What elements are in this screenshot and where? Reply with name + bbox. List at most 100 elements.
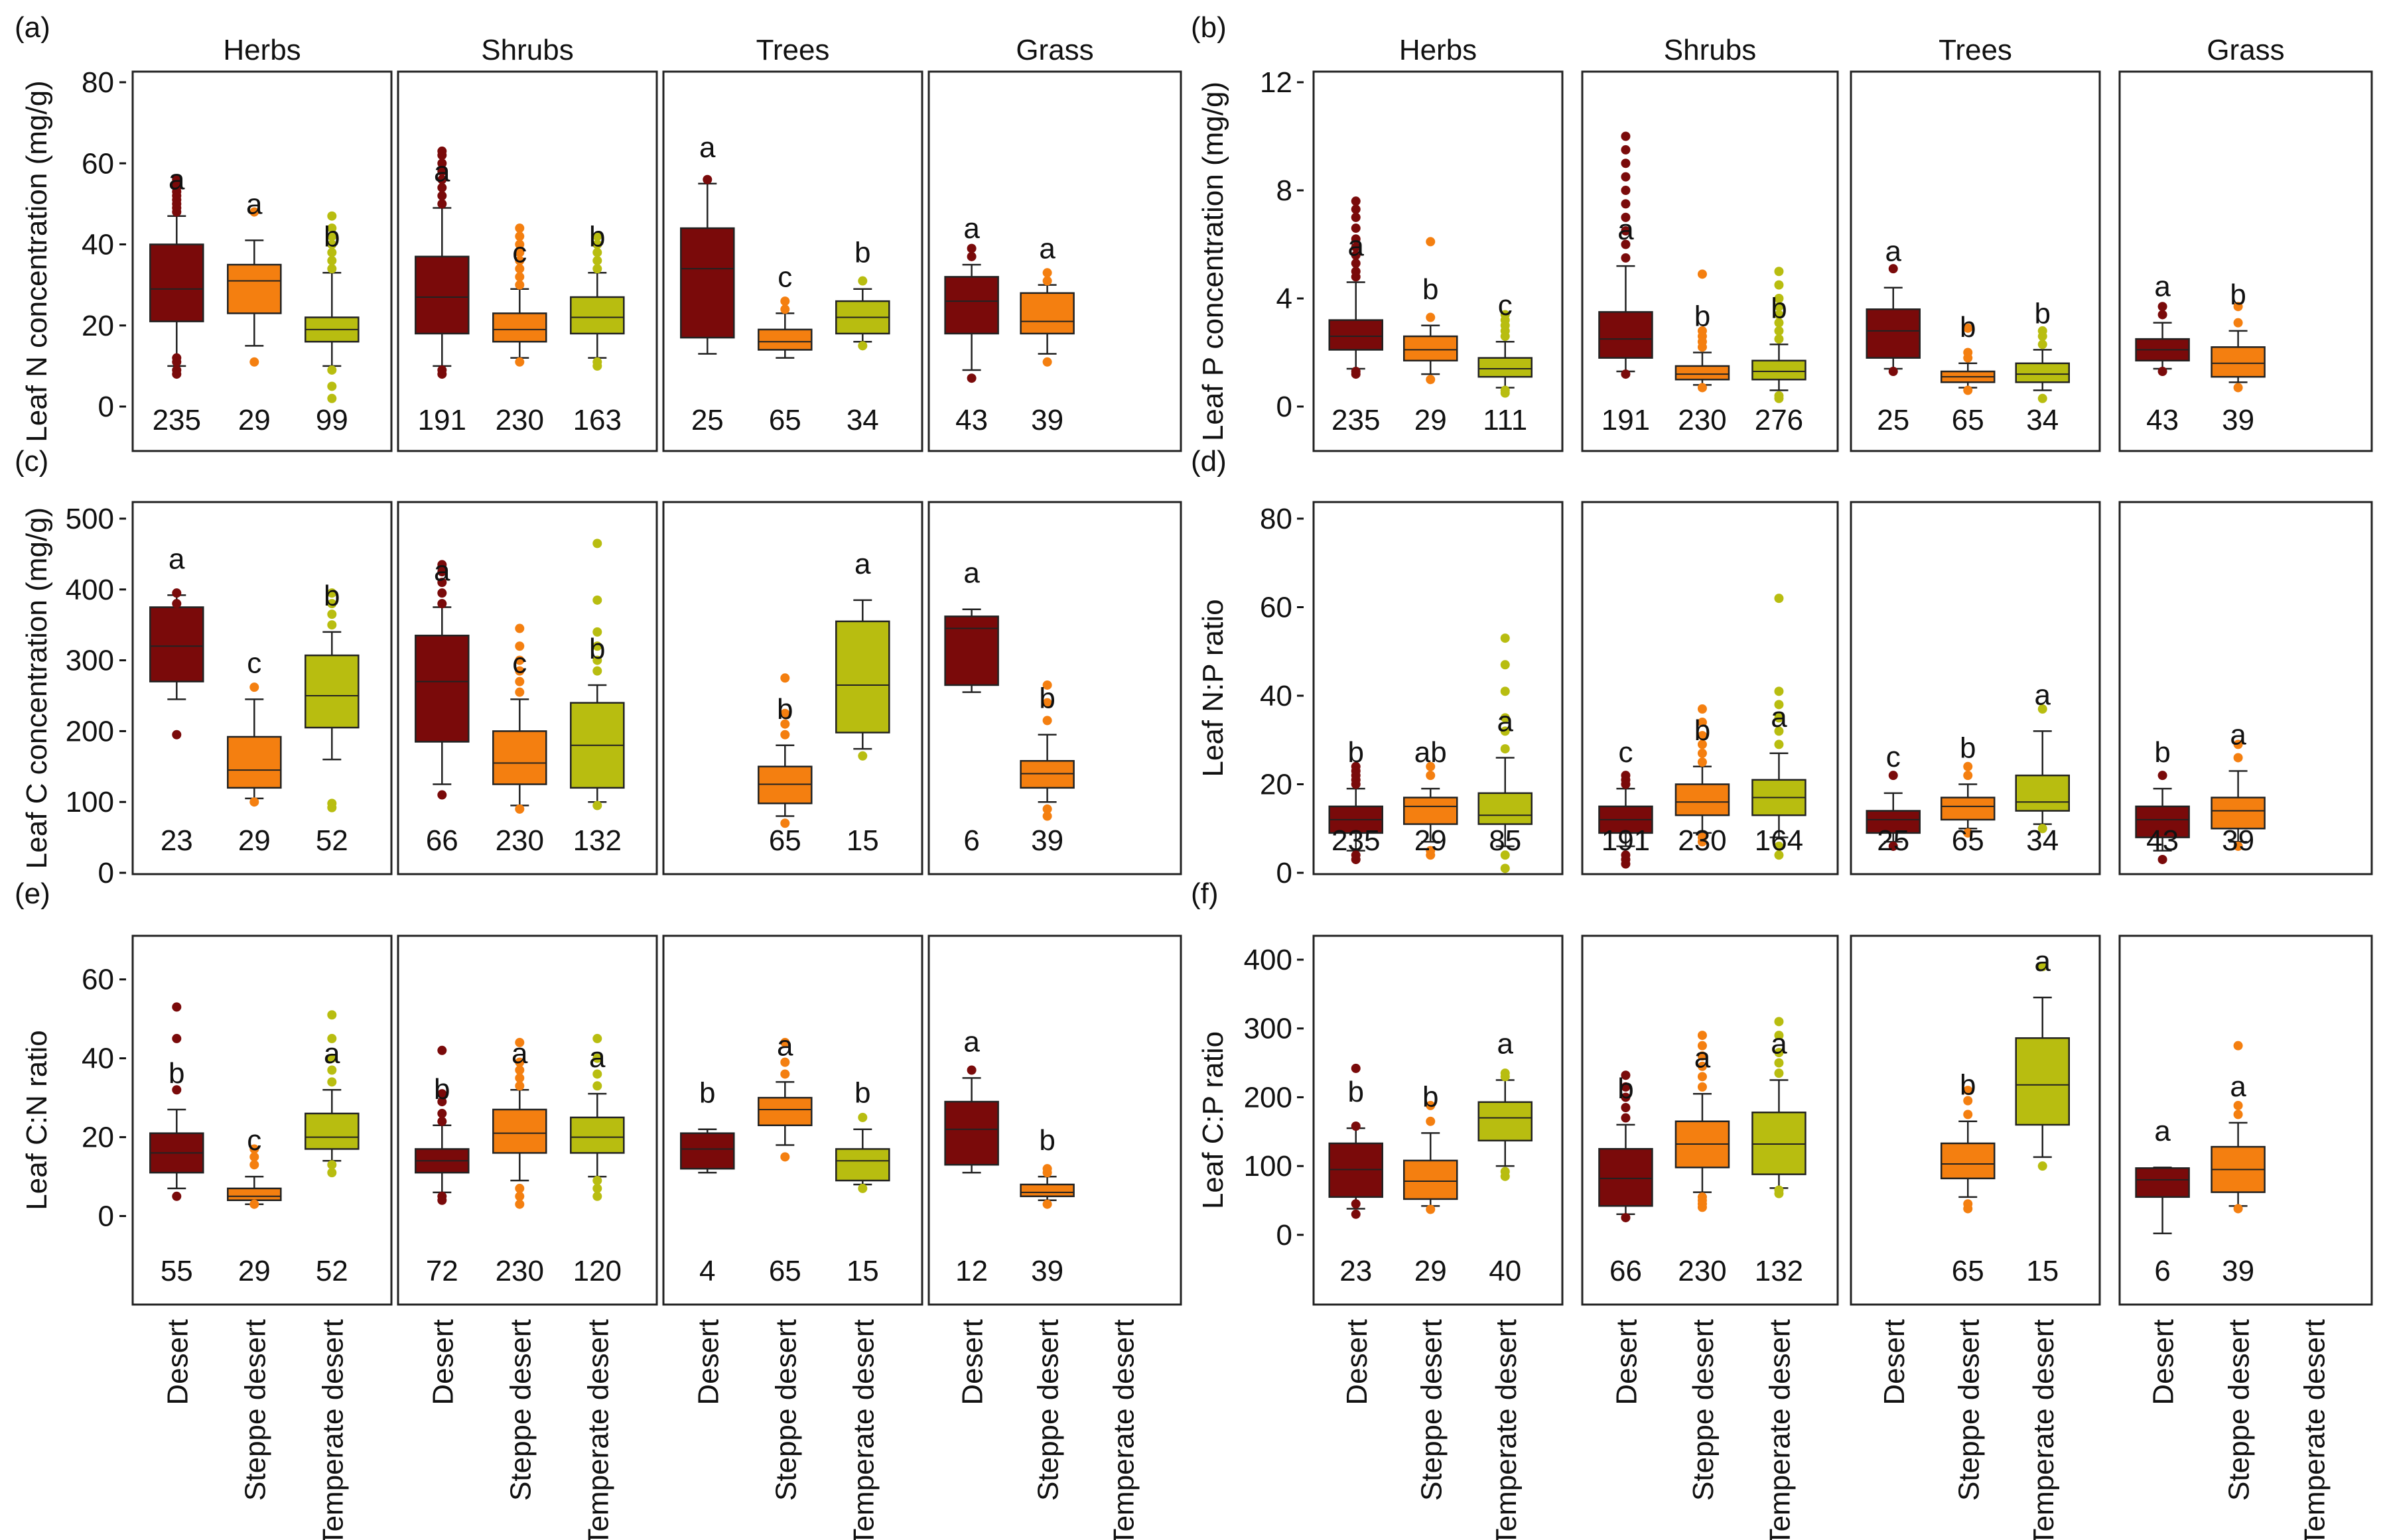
outlier-point (1774, 1068, 1784, 1078)
sample-size: 66 (1609, 1255, 1642, 1287)
x-category-label: Temperate desert (582, 1319, 614, 1540)
outlier-point (1351, 204, 1361, 214)
box-iqr (1751, 359, 1806, 381)
box-iqr (227, 1187, 282, 1201)
outlier-point (327, 264, 337, 274)
outlier-point (437, 1097, 447, 1107)
box-iqr (944, 615, 999, 686)
sample-size: 34 (2026, 404, 2059, 436)
y-tick-label: 0 (1276, 391, 1292, 423)
outlier-point (967, 1065, 977, 1075)
significance-letter: b (1617, 1072, 1633, 1105)
box-iqr (492, 1108, 547, 1154)
outlier-point (1774, 310, 1784, 320)
significance-letter: a (324, 1037, 340, 1070)
box-iqr (1477, 1101, 1533, 1142)
significance-letter: a (854, 548, 871, 580)
outlier-point (1621, 131, 1631, 141)
sample-size: 65 (769, 1255, 801, 1287)
outlier-point (515, 1191, 525, 1201)
outlier-point (967, 243, 977, 253)
facet-frame (397, 934, 658, 1306)
sample-size: 29 (1414, 1255, 1447, 1287)
outlier-point (437, 1191, 447, 1201)
outlier-point (1500, 744, 1510, 754)
significance-letter: c (1618, 736, 1633, 769)
facet-frame (131, 70, 393, 452)
facet-title: Shrubs (481, 34, 573, 66)
outlier-point (2157, 771, 2167, 781)
outlier-point (1697, 1072, 1707, 1082)
outlier-point (515, 687, 525, 697)
facet-frame (2118, 70, 2373, 452)
outlier-point (327, 365, 337, 375)
x-category-label: Desert (161, 1319, 194, 1405)
outlier-point (1963, 761, 1973, 771)
box-iqr (305, 654, 360, 729)
panel-label: (e) (15, 877, 50, 910)
outlier-point (592, 801, 602, 810)
sample-size: 65 (769, 824, 801, 857)
outlier-point (1426, 1116, 1436, 1126)
outlier-point (1351, 250, 1361, 260)
outlier-point (1351, 850, 1361, 860)
outlier-point (1621, 253, 1631, 263)
box-iqr (758, 328, 813, 351)
sample-size: 15 (847, 824, 879, 857)
outlier-point (1621, 172, 1631, 182)
outlier-point (780, 818, 790, 828)
significance-letter: a (1771, 701, 1787, 734)
outlier-point (437, 174, 447, 184)
y-tick-label: 300 (66, 645, 114, 677)
outlier-point (172, 1085, 182, 1095)
outlier-point (592, 247, 602, 257)
outlier-point (780, 1069, 790, 1079)
y-tick-label: 300 (1244, 1013, 1292, 1045)
sample-size: 55 (161, 1255, 193, 1287)
outlier-point (1963, 348, 1973, 357)
outlier-point (1774, 713, 1784, 723)
significance-letter: b (1039, 682, 1055, 715)
outlier-point (1426, 312, 1436, 322)
panel-label: (b) (1191, 11, 1227, 44)
sample-size: 40 (1489, 1255, 1521, 1287)
outlier-point (1774, 294, 1784, 303)
panel-label: (a) (15, 11, 50, 44)
outlier-point (592, 231, 602, 241)
sample-size: 191 (1601, 824, 1650, 857)
outlier-point (1500, 1167, 1510, 1177)
sample-size: 52 (316, 1255, 348, 1287)
outlier-point (1888, 841, 1898, 851)
facet-frame (2118, 934, 2373, 1306)
y-axis-label: Leaf C:N ratio (21, 1030, 53, 1210)
outlier-point (1621, 1070, 1631, 1080)
outlier-point (515, 231, 525, 241)
outlier-point (172, 588, 182, 598)
panel-label: (d) (1191, 445, 1227, 478)
facet-frame (1581, 70, 1839, 452)
outlier-point (1351, 234, 1361, 244)
outlier-point (1500, 726, 1510, 736)
outlier-point (515, 1183, 525, 1193)
significance-letter: b (854, 237, 870, 269)
significance-letter: a (963, 557, 980, 590)
y-tick-label: 20 (82, 1122, 114, 1154)
significance-letter: a (246, 188, 263, 220)
facet-frame (1850, 70, 2101, 452)
box-iqr (227, 736, 282, 789)
box-iqr (305, 1112, 360, 1150)
significance-letter: b (1960, 311, 1976, 344)
outlier-point (327, 799, 337, 808)
outlier-point (249, 207, 259, 217)
outlier-point (1351, 1209, 1361, 1219)
sample-size: 72 (426, 1255, 458, 1287)
outlier-point (1697, 739, 1707, 749)
outlier-point (515, 1065, 525, 1075)
significance-letter: b (1422, 1080, 1438, 1113)
y-tick-label: 60 (1260, 592, 1292, 624)
outlier-point (1697, 1061, 1707, 1071)
outlier-point (1697, 832, 1707, 842)
facet-frame (1312, 70, 1564, 452)
sample-size: 12 (955, 1255, 988, 1287)
outlier-point (1042, 811, 1052, 821)
